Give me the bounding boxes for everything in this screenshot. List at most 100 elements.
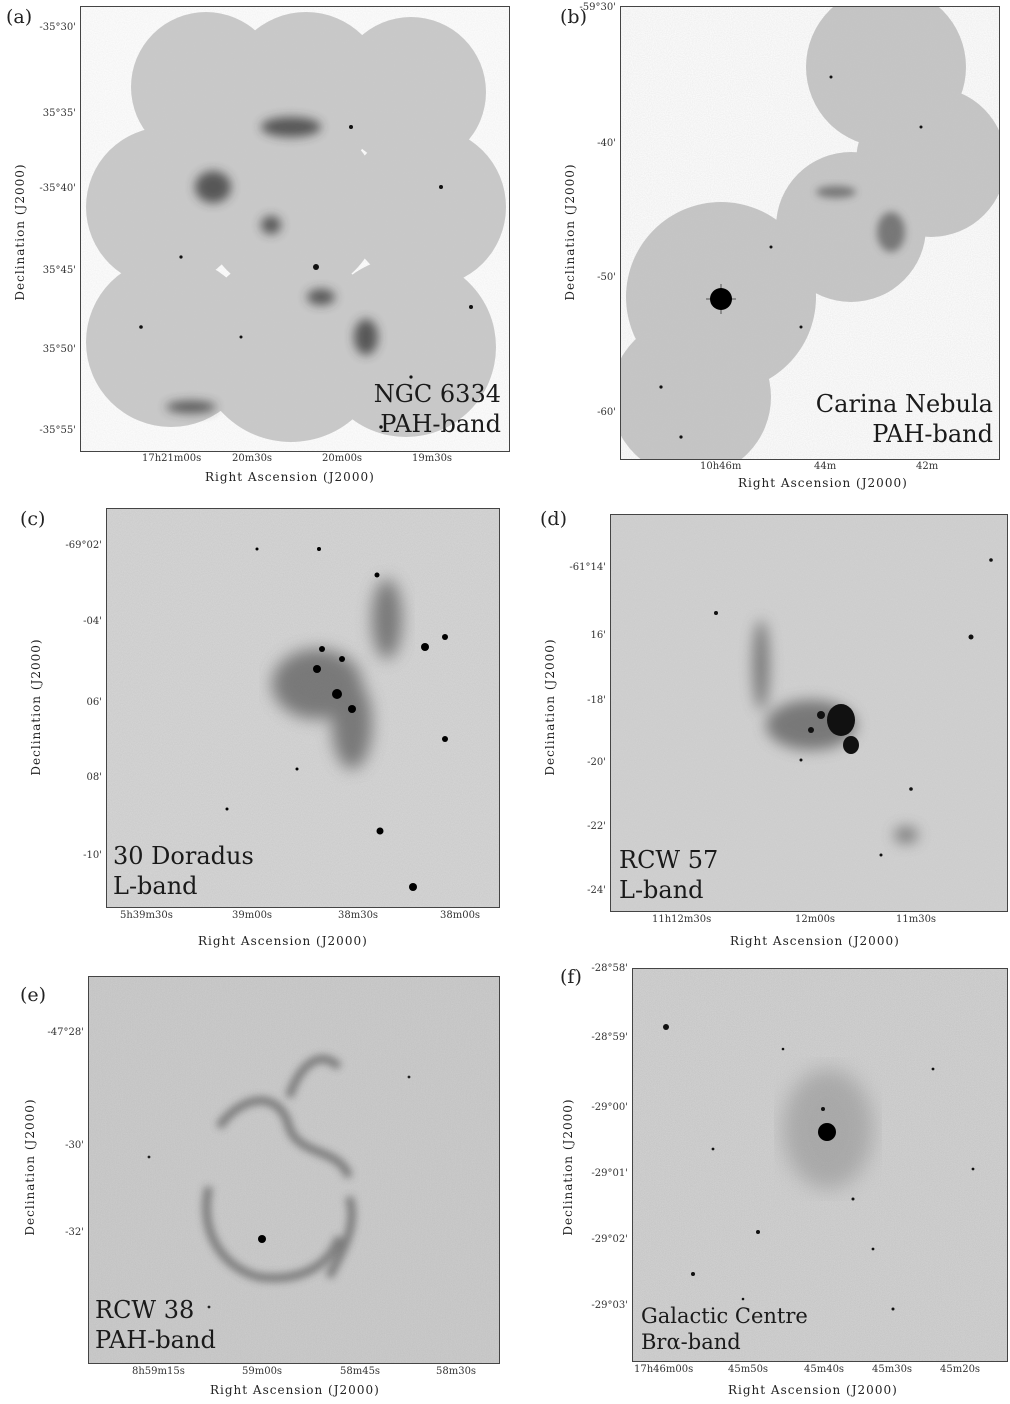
y-tick-label: -28°59' [591,1032,628,1043]
rcw38-image [89,977,499,1363]
x-tick-label: 44m [814,461,837,472]
image-frame: RCW 57 L-band [610,514,1008,912]
x-tick-label: 38m30s [338,910,379,921]
y-tick-label: -69°02' [65,540,102,551]
x-tick-label: 38m00s [440,910,481,921]
x-axis-label: Right Ascension (J2000) [210,1383,380,1397]
band-name: Brα-band [641,1330,741,1354]
x-axis-label: Right Ascension (J2000) [205,470,375,484]
ngc6334-mosaic-image [81,7,509,451]
y-tick-label: -32' [65,1227,84,1238]
band-name: PAH-band [380,410,501,438]
y-tick-label: 35°50' [42,344,76,355]
x-tick-label: 45m20s [940,1364,981,1375]
x-tick-label: 11m30s [896,914,937,925]
panel-letter: (d) [540,508,567,530]
caption: RCW 38 PAH-band [95,1295,216,1355]
y-tick-label: -28°58' [591,963,628,974]
y-tick-label: 35°35' [42,108,76,119]
x-tick-label: 17h46m00s [634,1364,694,1375]
x-tick-label: 58m30s [436,1366,477,1377]
image-frame: Galactic Centre Brα-band [632,968,1008,1362]
x-tick-label: 5h39m30s [120,910,173,921]
rcw57-image [611,515,1007,911]
caption: NGC 6334 PAH-band [374,379,501,439]
y-tick-label: -04' [83,616,102,627]
x-tick-label: 58m45s [340,1366,381,1377]
y-tick-label: -59°30' [579,2,616,13]
x-tick-label: 11h12m30s [652,914,712,925]
y-tick-label: 06' [86,697,102,708]
image-frame: NGC 6334 PAH-band [80,6,510,452]
y-tick-label: -29°03' [591,1300,628,1311]
panel-letter: (b) [560,6,587,28]
panel-letter: (e) [20,984,47,1006]
x-tick-label: 59m00s [242,1366,283,1377]
x-axis-label: Right Ascension (J2000) [730,934,900,948]
y-tick-label: -10' [83,850,102,861]
y-tick-label: 16' [590,630,606,641]
y-tick-label: -35°30' [39,22,76,33]
y-tick-label: -35°40' [39,183,76,194]
object-name: RCW 57 [619,846,719,874]
x-tick-label: 17h21m00s [142,453,202,464]
x-tick-label: 19m30s [412,453,453,464]
band-name: PAH-band [95,1326,216,1354]
y-tick-label: -60' [597,407,616,418]
y-axis-label: Declination (J2000) [563,163,577,301]
x-tick-label: 39m00s [232,910,273,921]
y-axis-label: Declination (J2000) [543,638,557,776]
y-axis-label: Declination (J2000) [23,1098,37,1236]
x-tick-label: 10h46m [700,461,742,472]
y-axis-label: Declination (J2000) [29,638,43,776]
y-tick-label: -47°28' [47,1027,84,1038]
caption: 30 Doradus L-band [113,841,254,901]
x-tick-label: 20m30s [232,453,273,464]
30-doradus-image [107,509,499,907]
y-tick-label: -20' [587,757,606,768]
y-axis-label: Declination (J2000) [561,1098,575,1236]
band-name: L-band [113,872,198,900]
object-name: 30 Doradus [113,842,254,870]
y-tick-label: -50' [597,272,616,283]
y-tick-label: -40' [597,138,616,149]
x-axis-label: Right Ascension (J2000) [198,934,368,948]
caption: Galactic Centre Brα-band [641,1303,808,1355]
caption: RCW 57 L-band [619,845,718,905]
caption: Carina Nebula PAH-band [816,389,993,449]
y-tick-label: 08' [86,772,102,783]
x-tick-label: 20m00s [322,453,363,464]
object-name: Carina Nebula [815,390,993,418]
y-tick-label: 35°45' [42,265,76,276]
y-tick-label: -29°01' [591,1168,628,1179]
x-tick-label: 45m30s [872,1364,913,1375]
x-tick-label: 42m [916,461,939,472]
band-name: L-band [619,876,704,904]
panel-letter: (c) [20,508,46,530]
y-tick-label: -30' [65,1140,84,1151]
y-tick-label: -18' [587,695,606,706]
y-tick-label: -35°55' [39,425,76,436]
y-tick-label: -29°00' [591,1102,628,1113]
image-frame: RCW 38 PAH-band [88,976,500,1364]
galactic-centre-image [633,969,1007,1361]
x-tick-label: 45m40s [804,1364,845,1375]
panel-letter: (f) [560,966,582,988]
y-tick-label: -61°14' [569,562,606,573]
x-tick-label: 12m00s [795,914,836,925]
panel-letter: (a) [6,6,33,28]
x-tick-label: 45m50s [728,1364,769,1375]
image-frame: Carina Nebula PAH-band [620,6,1000,460]
y-tick-label: -24' [587,885,606,896]
x-axis-label: Right Ascension (J2000) [728,1383,898,1397]
object-name: RCW 38 [95,1296,195,1324]
object-name: Galactic Centre [641,1304,808,1328]
band-name: PAH-band [872,420,993,448]
y-tick-label: -29°02' [591,1234,628,1245]
x-tick-label: 8h59m15s [132,1366,185,1377]
image-frame: 30 Doradus L-band [106,508,500,908]
object-name: NGC 6334 [373,380,501,408]
x-axis-label: Right Ascension (J2000) [738,476,908,490]
y-axis-label: Declination (J2000) [13,163,27,301]
carina-mosaic-image [621,7,999,459]
